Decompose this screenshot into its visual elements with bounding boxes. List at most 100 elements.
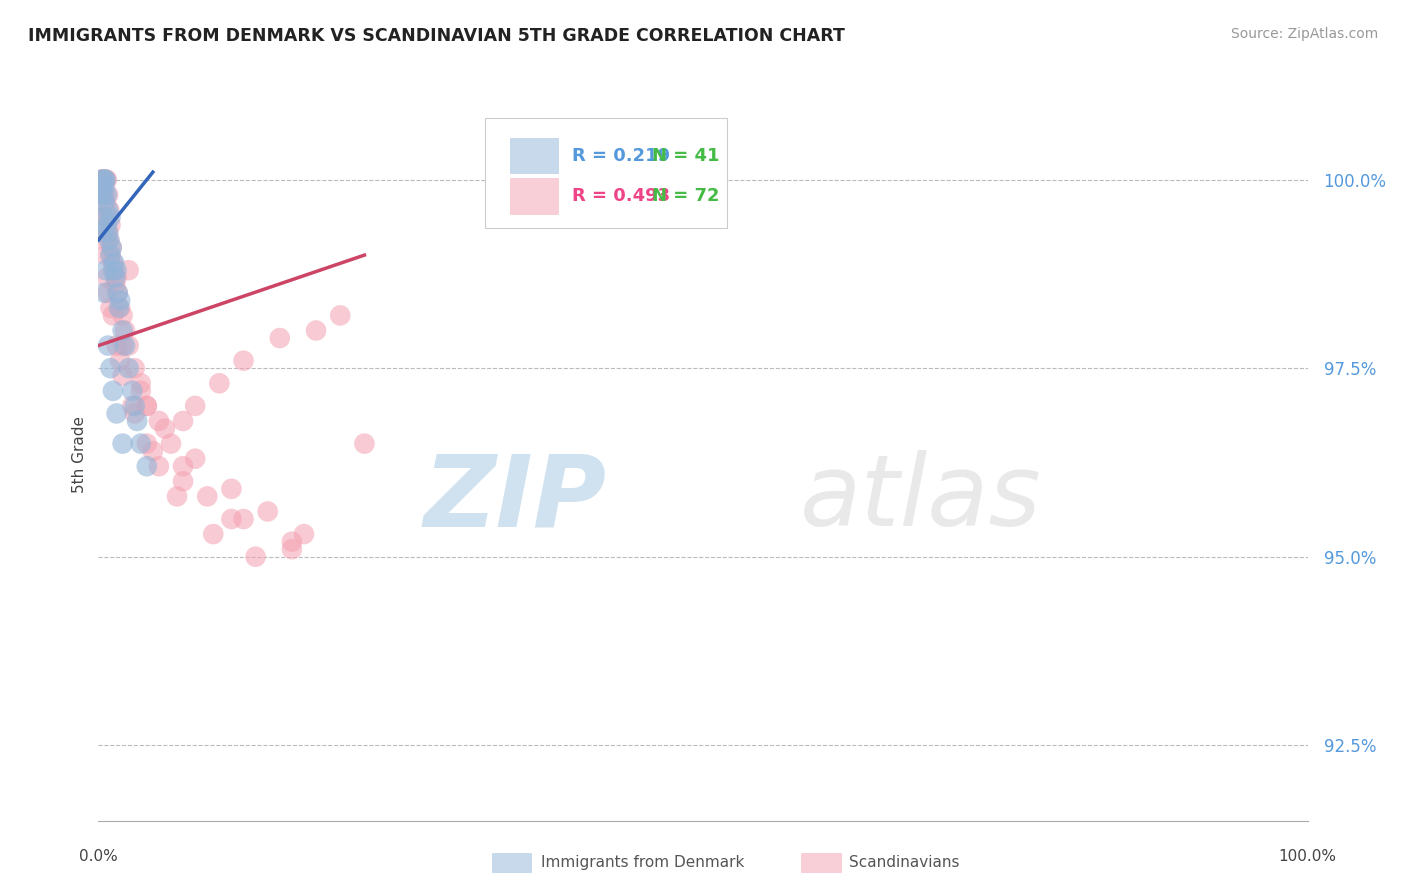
FancyBboxPatch shape: [509, 178, 558, 213]
Point: [91, 226, 114, 240]
Point: [292, 527, 315, 541]
Point: [166, 489, 188, 503]
Point: [91, 172, 114, 186]
Point: [97, 226, 120, 240]
Point: [90, 187, 112, 202]
FancyBboxPatch shape: [509, 138, 558, 173]
Point: [105, 270, 128, 285]
Point: [256, 504, 278, 518]
Point: [195, 489, 218, 503]
Point: [160, 436, 183, 450]
Point: [97, 338, 120, 352]
Point: [100, 218, 122, 232]
Point: [184, 399, 207, 413]
Point: [118, 263, 141, 277]
Point: [100, 248, 122, 262]
Point: [101, 309, 124, 323]
Text: R = 0.219: R = 0.219: [572, 147, 671, 165]
Text: R = 0.493: R = 0.493: [572, 187, 671, 205]
Point: [94, 263, 117, 277]
Point: [184, 451, 207, 466]
Point: [135, 399, 157, 413]
Point: [93, 187, 115, 202]
Point: [353, 436, 375, 450]
Point: [208, 376, 231, 391]
Text: Source: ZipAtlas.com: Source: ZipAtlas.com: [1230, 27, 1378, 41]
Point: [121, 399, 143, 413]
Point: [105, 407, 128, 421]
Point: [108, 293, 131, 308]
Text: atlas: atlas: [800, 450, 1042, 548]
Point: [172, 414, 194, 428]
Point: [107, 285, 129, 300]
Text: IMMIGRANTS FROM DENMARK VS SCANDINAVIAN 5TH GRADE CORRELATION CHART: IMMIGRANTS FROM DENMARK VS SCANDINAVIAN …: [28, 27, 845, 45]
Text: Immigrants from Denmark: Immigrants from Denmark: [541, 855, 745, 870]
Point: [221, 512, 243, 526]
Point: [305, 324, 328, 338]
Point: [97, 226, 120, 240]
Point: [107, 285, 129, 300]
Point: [135, 459, 157, 474]
Point: [93, 180, 115, 194]
Point: [202, 527, 225, 541]
Point: [114, 324, 136, 338]
Point: [96, 187, 118, 202]
Point: [91, 172, 114, 186]
Point: [96, 270, 118, 285]
Point: [100, 211, 122, 225]
Point: [100, 301, 122, 315]
Point: [93, 233, 115, 247]
Point: [232, 512, 254, 526]
Point: [98, 233, 121, 247]
Point: [104, 270, 127, 285]
Point: [129, 376, 152, 391]
Point: [111, 324, 134, 338]
Text: N = 41: N = 41: [652, 147, 720, 165]
Point: [329, 309, 352, 323]
Point: [93, 195, 115, 210]
Point: [232, 353, 254, 368]
Point: [108, 301, 131, 315]
Point: [148, 414, 170, 428]
Point: [111, 368, 134, 383]
Point: [118, 361, 141, 376]
Point: [103, 255, 125, 269]
Y-axis label: 5th Grade: 5th Grade: [72, 417, 87, 493]
Point: [129, 436, 152, 450]
Point: [96, 172, 118, 186]
Point: [127, 414, 149, 428]
Point: [100, 361, 122, 376]
Point: [101, 255, 124, 269]
Point: [281, 542, 304, 557]
Point: [93, 172, 115, 186]
Point: [93, 285, 115, 300]
Point: [281, 534, 304, 549]
Point: [108, 301, 131, 315]
Point: [101, 263, 124, 277]
Point: [269, 331, 291, 345]
Point: [97, 187, 120, 202]
Point: [221, 482, 243, 496]
Point: [100, 248, 122, 262]
Point: [96, 218, 118, 232]
Point: [108, 353, 131, 368]
Point: [148, 459, 170, 474]
Point: [142, 444, 165, 458]
Point: [118, 338, 141, 352]
Point: [97, 202, 120, 217]
Point: [98, 233, 121, 247]
Point: [91, 172, 114, 186]
Point: [104, 278, 127, 293]
Text: ZIP: ZIP: [423, 450, 606, 548]
Text: Scandinavians: Scandinavians: [849, 855, 960, 870]
Point: [172, 459, 194, 474]
Point: [129, 384, 152, 398]
Point: [103, 263, 125, 277]
Text: 100.0%: 100.0%: [1278, 849, 1337, 863]
Point: [105, 338, 128, 352]
Point: [245, 549, 267, 564]
Point: [94, 172, 117, 186]
Point: [105, 263, 128, 277]
Point: [94, 195, 117, 210]
Point: [114, 338, 136, 352]
